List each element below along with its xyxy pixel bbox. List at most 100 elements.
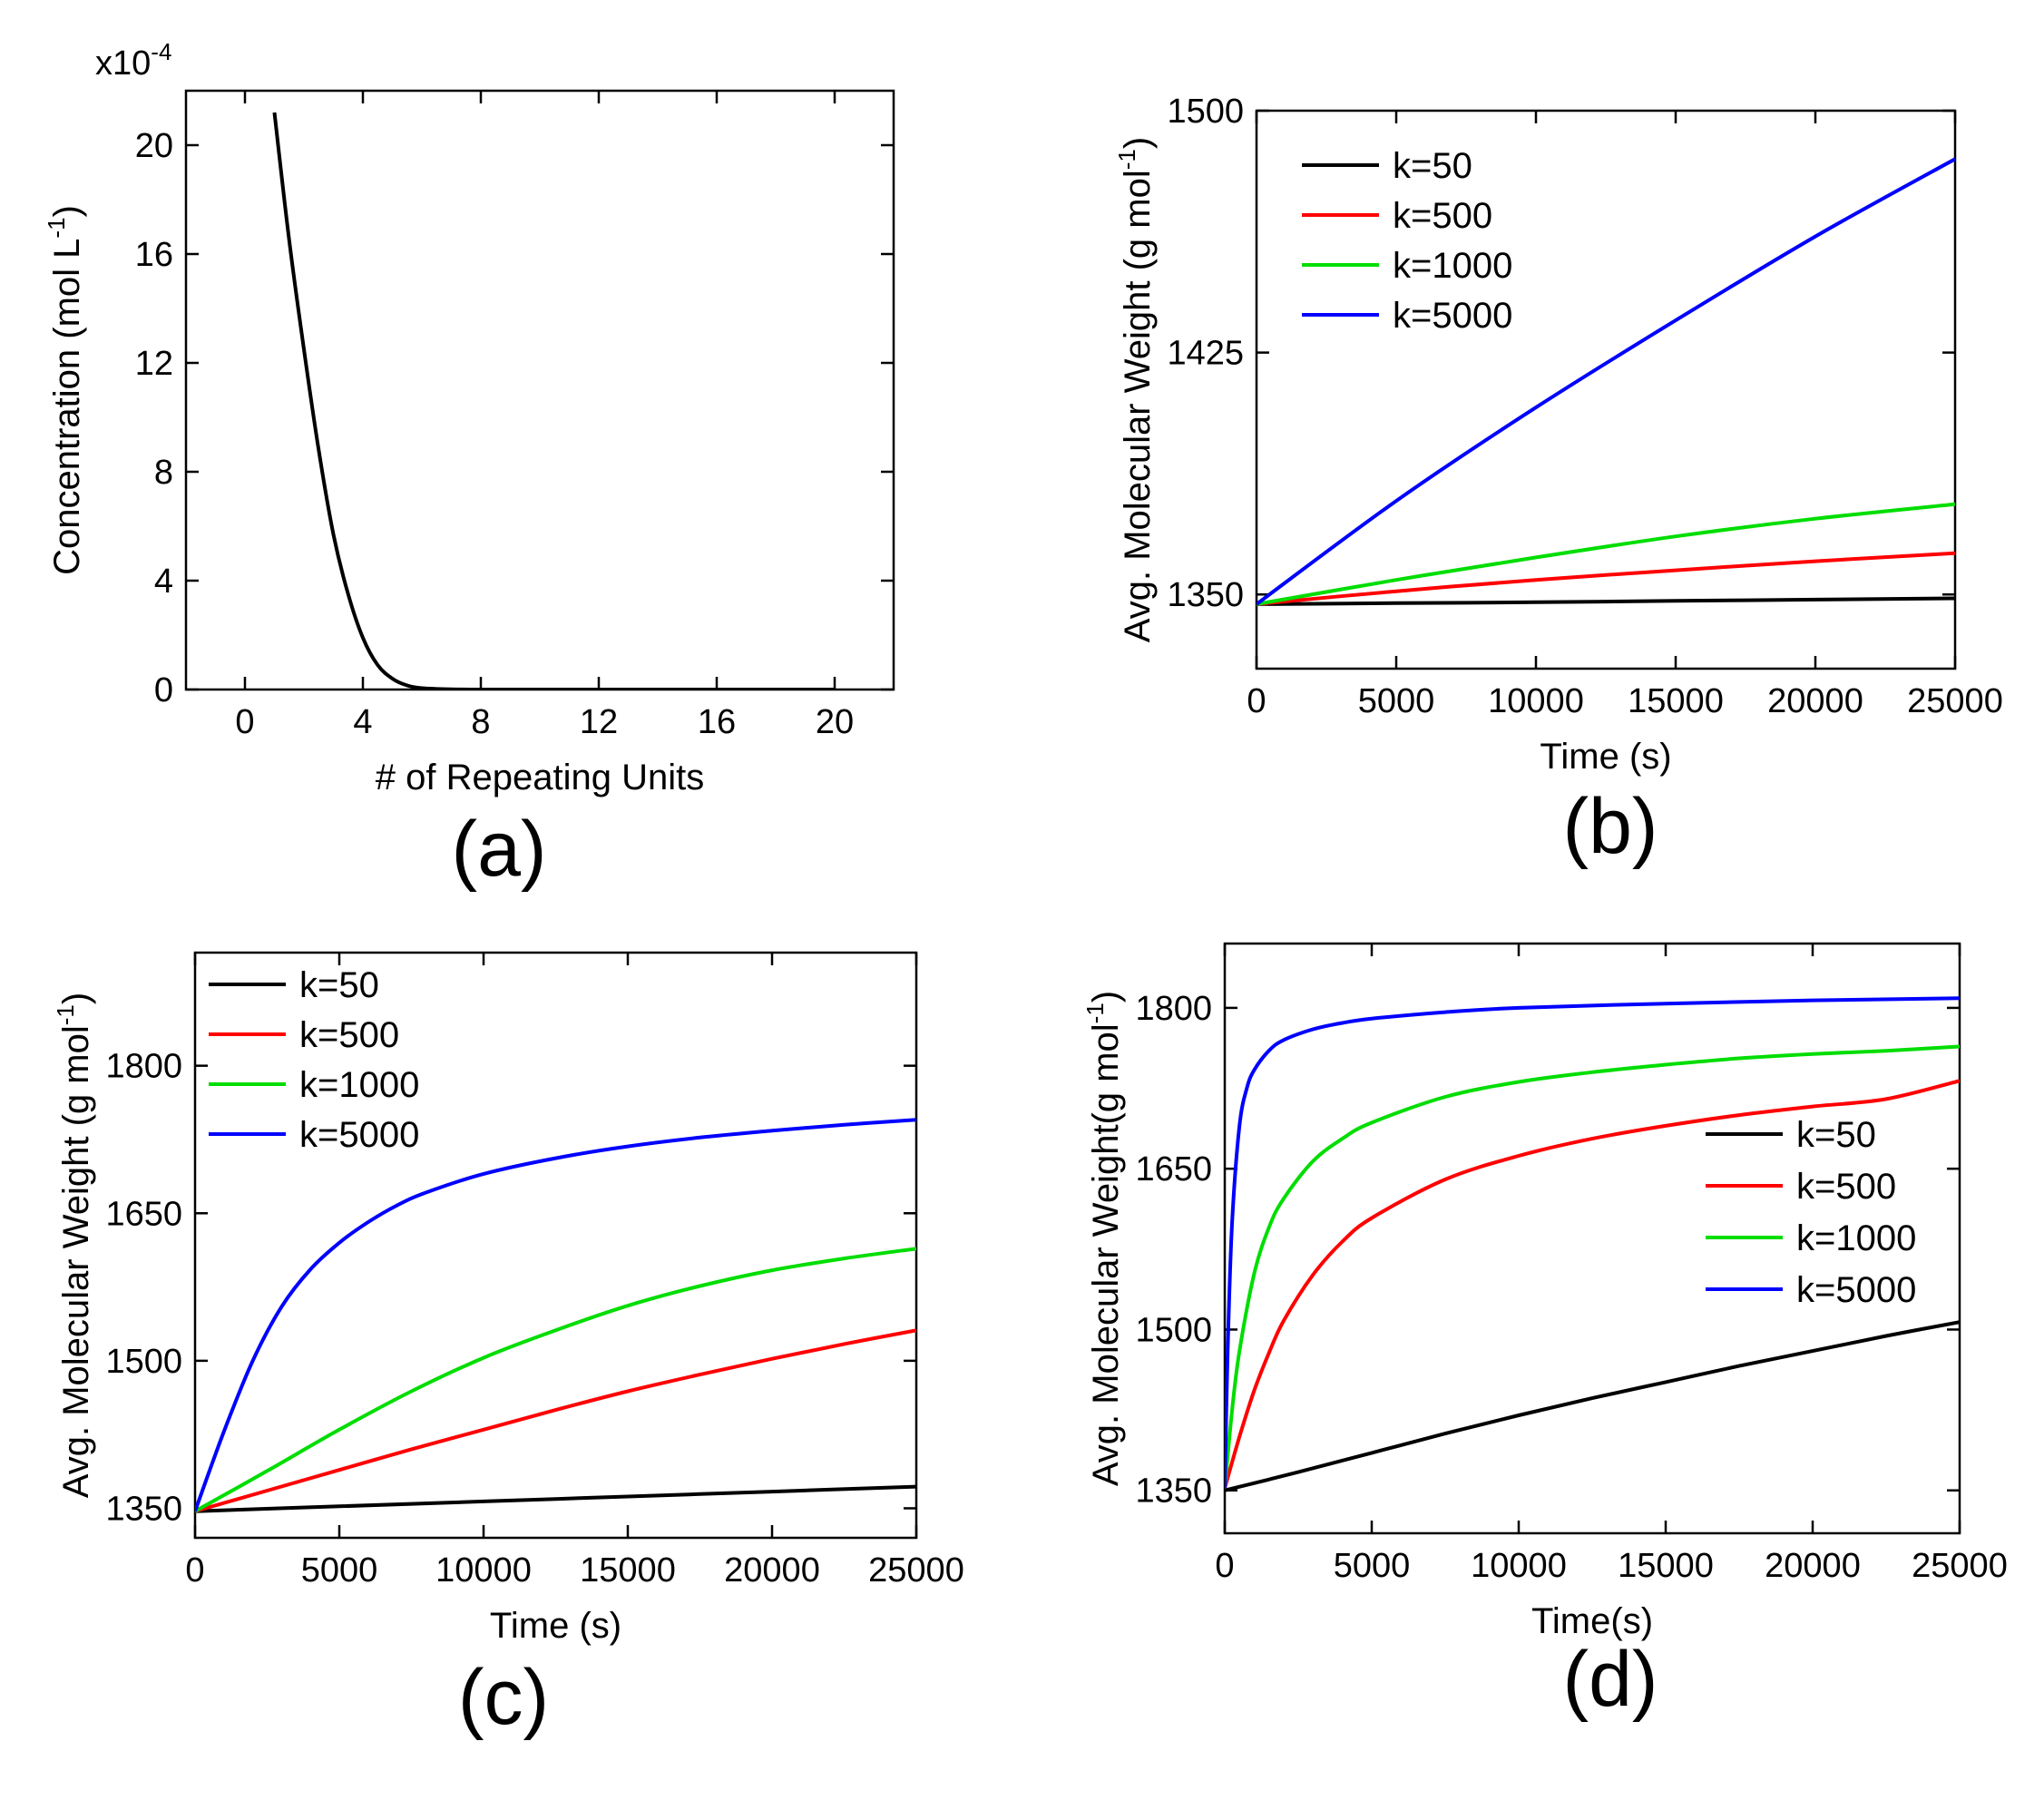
y-tick-label: 1650 bbox=[1135, 1150, 1212, 1189]
y-tick-label: 1500 bbox=[1167, 93, 1244, 131]
x-axis-title: # of Repeating Units bbox=[376, 758, 704, 797]
chart-panel-b: 0 5000 10000 15000 20000 25000 1350 1425 1500 Tim… bbox=[1113, 93, 2003, 870]
series-line-k1000 bbox=[195, 1247, 916, 1513]
x-tick-label: 20000 bbox=[1765, 1547, 1861, 1585]
series-line-k500 bbox=[195, 1328, 916, 1513]
y-tick-label: 1500 bbox=[1135, 1311, 1212, 1349]
y-tick-label: 16 bbox=[135, 236, 173, 274]
legend-label: k=1000 bbox=[1796, 1218, 1916, 1258]
plot-frame bbox=[1255, 109, 1957, 670]
y-axis-title: Avg. Molecular Weight(g mol-1) bbox=[1081, 991, 1126, 1486]
y-tick-label: 1650 bbox=[105, 1195, 182, 1233]
chart-panel-c: 0 5000 10000 15000 20000 25000 1350 1500 1650 180… bbox=[52, 951, 964, 1741]
series-line-main bbox=[272, 112, 835, 690]
x-tick-label: 25000 bbox=[868, 1551, 964, 1590]
x-tick-label: 10000 bbox=[1471, 1547, 1567, 1585]
y-axis-title-close: ) bbox=[47, 205, 87, 217]
x-tick-label: 10000 bbox=[1488, 682, 1584, 720]
x-tick-label: 16 bbox=[698, 703, 736, 741]
x-tick-label: 15000 bbox=[1618, 1547, 1714, 1585]
legend-label: k=500 bbox=[299, 1015, 399, 1055]
y-axis-title-main: Concentration (mol L bbox=[47, 239, 87, 575]
y-axis-title-main: Avg. Molecular Weight (g mol bbox=[56, 1025, 96, 1498]
plot-frame bbox=[193, 951, 918, 1540]
panel-label: (b) bbox=[1562, 783, 1658, 870]
legend-label: k=50 bbox=[1796, 1115, 1876, 1155]
y-multiplier: x10-4 bbox=[95, 38, 171, 83]
y-axis-title-sup: -1 bbox=[43, 217, 70, 238]
y-tick-label: 1800 bbox=[1135, 990, 1212, 1028]
chart-panel-d: 0 5000 10000 15000 20000 25000 1350 1500 1650 180… bbox=[1081, 942, 2008, 1723]
x-tick-label: 20 bbox=[816, 703, 854, 741]
x-tick-label: 0 bbox=[185, 1551, 204, 1590]
legend-label: k=50 bbox=[1393, 146, 1472, 186]
x-tick-label: 0 bbox=[1247, 682, 1266, 720]
x-tick-label: 5000 bbox=[1358, 682, 1435, 720]
series-line-k5000 bbox=[1257, 157, 1955, 606]
x-tick-label: 20000 bbox=[724, 1551, 820, 1590]
x-axis-title: Time (s) bbox=[1540, 737, 1671, 777]
legend-label: k=5000 bbox=[1393, 296, 1512, 336]
y-axis-title-close: ) bbox=[56, 993, 96, 1004]
x-axis-title: Time (s) bbox=[490, 1606, 621, 1646]
y-tick-label: 1800 bbox=[105, 1048, 182, 1086]
x-tick-label: 10000 bbox=[435, 1551, 532, 1590]
x-tick-label: 4 bbox=[353, 703, 372, 741]
y-tick-label: 1350 bbox=[1167, 576, 1244, 614]
x-tick-label: 12 bbox=[580, 703, 618, 741]
y-tick-label: 8 bbox=[154, 454, 173, 492]
legend-label: k=5000 bbox=[299, 1115, 419, 1155]
y-axis-title-main: Avg. Molecular Weight (g mol bbox=[1118, 170, 1158, 642]
y-multiplier-base: x10 bbox=[95, 44, 151, 83]
legend-label: k=1000 bbox=[1393, 246, 1512, 286]
y-axis-title: Concentration (mol L-1) bbox=[43, 205, 87, 575]
plot-frame bbox=[1223, 942, 1961, 1535]
legend-label: k=500 bbox=[1393, 196, 1492, 236]
x-tick-label: 15000 bbox=[1628, 682, 1724, 720]
panel-label: (a) bbox=[451, 806, 546, 893]
legend-label: k=500 bbox=[1796, 1167, 1896, 1207]
y-axis-title-main: Avg. Molecular Weight(g mol bbox=[1086, 1023, 1126, 1486]
y-tick-label: 1425 bbox=[1167, 335, 1244, 373]
panel-label: (d) bbox=[1562, 1636, 1658, 1723]
series-line-k50 bbox=[1225, 1320, 1960, 1492]
x-tick-label: 15000 bbox=[580, 1551, 676, 1590]
legend-label: k=5000 bbox=[1796, 1270, 1916, 1310]
y-tick-label: 0 bbox=[154, 671, 173, 709]
x-tick-label: 0 bbox=[1215, 1547, 1234, 1585]
x-tick-label: 8 bbox=[471, 703, 490, 741]
x-tick-label: 5000 bbox=[301, 1551, 378, 1590]
y-tick-label: 12 bbox=[135, 345, 173, 383]
x-tick-label: 5000 bbox=[1334, 1547, 1411, 1585]
x-tick-label: 20000 bbox=[1767, 682, 1863, 720]
y-axis-title: Avg. Molecular Weight (g mol-1) bbox=[1113, 137, 1158, 642]
y-tick-label: 1350 bbox=[105, 1490, 182, 1528]
chart-panel-a: 0 4 8 12 16 20 0 4 8 12 16 20 # of Repeating Units Co… bbox=[43, 38, 895, 893]
y-tick-label: 20 bbox=[135, 127, 173, 165]
y-tick-label: 1350 bbox=[1135, 1472, 1212, 1511]
legend-label: k=1000 bbox=[299, 1065, 419, 1105]
series-line-k500 bbox=[1257, 551, 1955, 606]
series-line-k500 bbox=[1225, 1079, 1960, 1489]
y-axis-title-sup: -1 bbox=[1081, 1003, 1109, 1023]
y-axis-title: Avg. Molecular Weight (g mol-1) bbox=[52, 993, 96, 1498]
series-line-k5000 bbox=[195, 1118, 916, 1512]
y-axis-title-close: ) bbox=[1118, 137, 1158, 149]
series-line-k1000 bbox=[1257, 502, 1955, 606]
y-multiplier-exp: -4 bbox=[151, 38, 171, 65]
x-tick-label: 25000 bbox=[1912, 1547, 2008, 1585]
series-line-k5000 bbox=[1225, 996, 1960, 1489]
x-tick-label: 0 bbox=[235, 703, 254, 741]
y-tick-label: 1500 bbox=[105, 1343, 182, 1381]
x-axis-title: Time(s) bbox=[1531, 1601, 1653, 1641]
legend-label: k=50 bbox=[299, 965, 379, 1005]
y-axis-title-sup: -1 bbox=[52, 1004, 79, 1025]
series-line-k1000 bbox=[1225, 1044, 1960, 1489]
panel-label: (c) bbox=[458, 1654, 549, 1741]
y-axis-title-sup: -1 bbox=[1113, 149, 1140, 170]
series-line-k50 bbox=[195, 1484, 916, 1513]
y-tick-label: 4 bbox=[154, 562, 173, 601]
series-line-k50 bbox=[1257, 596, 1955, 606]
y-axis-title-close: ) bbox=[1086, 991, 1126, 1003]
